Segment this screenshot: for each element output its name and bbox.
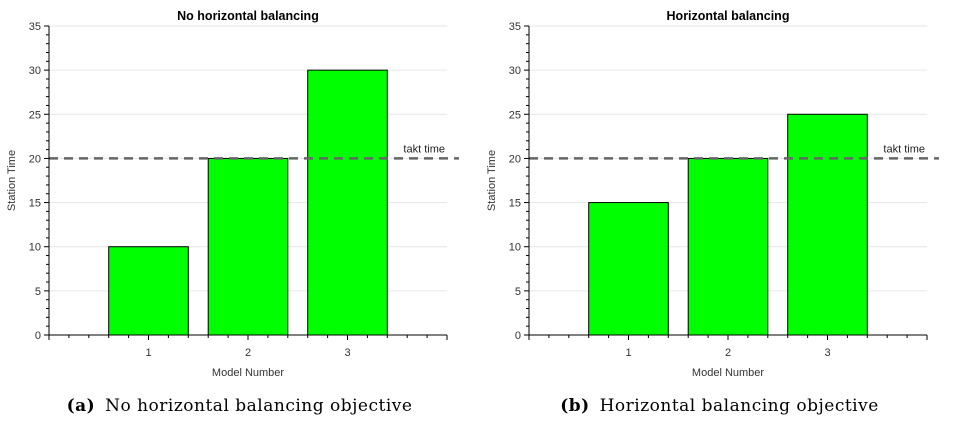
y-tick-label: 10: [29, 242, 41, 254]
y-tick-label: 0: [515, 330, 521, 342]
x-axis-label: Model Number: [212, 367, 284, 379]
y-tick-label: 25: [29, 109, 41, 121]
y-axis-label: Station Time: [486, 150, 498, 211]
bar: [307, 69, 388, 336]
y-tick-label: 10: [509, 242, 521, 254]
caption-b-tag: (b): [560, 396, 590, 416]
bar: [787, 113, 868, 336]
y-tick-label: 20: [509, 153, 521, 165]
caption-a-text: No horizontal balancing objective: [105, 396, 413, 416]
y-tick-label: 15: [29, 198, 41, 210]
caption-b-text: Horizontal balancing objective: [599, 396, 879, 416]
chart-title: Horizontal balancing: [667, 9, 790, 23]
subfigure-a: takt time 0 5 10 15 20 25 30 35 1 2 3 No horizontal …: [0, 0, 479, 423]
y-tick-label: 5: [515, 286, 521, 298]
bar-chart-a: takt time 0 5 10 15 20 25 30 35 1 2 3 No horizontal …: [6, 9, 459, 379]
x-tick-label: 2: [725, 347, 731, 359]
takt-time-label: takt time: [883, 143, 925, 155]
x-axis-label: Model Number: [692, 367, 764, 379]
subfigure-b: takt time 0 5 10 15 20 25 30 35 1 2 3 Horizontal bal…: [480, 0, 959, 423]
takt-time-label: takt time: [403, 143, 445, 155]
x-tick-label: 3: [824, 347, 830, 359]
y-tick-label: 30: [29, 65, 41, 77]
y-tick-label: 30: [509, 65, 521, 77]
chart-title: No horizontal balancing: [177, 9, 319, 23]
caption-a: (a) No horizontal balancing objective: [0, 396, 479, 416]
y-axis-label: Station Time: [6, 150, 18, 211]
bar: [687, 157, 769, 336]
bar: [108, 246, 189, 336]
bar-chart-b: takt time 0 5 10 15 20 25 30 35 1 2 3 Horizontal bal…: [486, 9, 939, 379]
y-tick-label: 0: [35, 330, 41, 342]
x-tick-label: 2: [245, 347, 251, 359]
y-tick-label: 35: [29, 21, 41, 33]
caption-a-tag: (a): [66, 396, 96, 416]
x-tick-label: 3: [344, 347, 350, 359]
y-tick-label: 15: [509, 198, 521, 210]
x-tick-label: 1: [145, 347, 151, 359]
bar: [588, 202, 669, 336]
caption-b: (b) Horizontal balancing objective: [480, 396, 959, 416]
y-tick-label: 35: [509, 21, 521, 33]
y-tick-label: 5: [35, 286, 41, 298]
bar: [207, 157, 289, 336]
x-tick-label: 1: [625, 347, 631, 359]
y-tick-label: 25: [509, 109, 521, 121]
y-tick-label: 20: [29, 153, 41, 165]
